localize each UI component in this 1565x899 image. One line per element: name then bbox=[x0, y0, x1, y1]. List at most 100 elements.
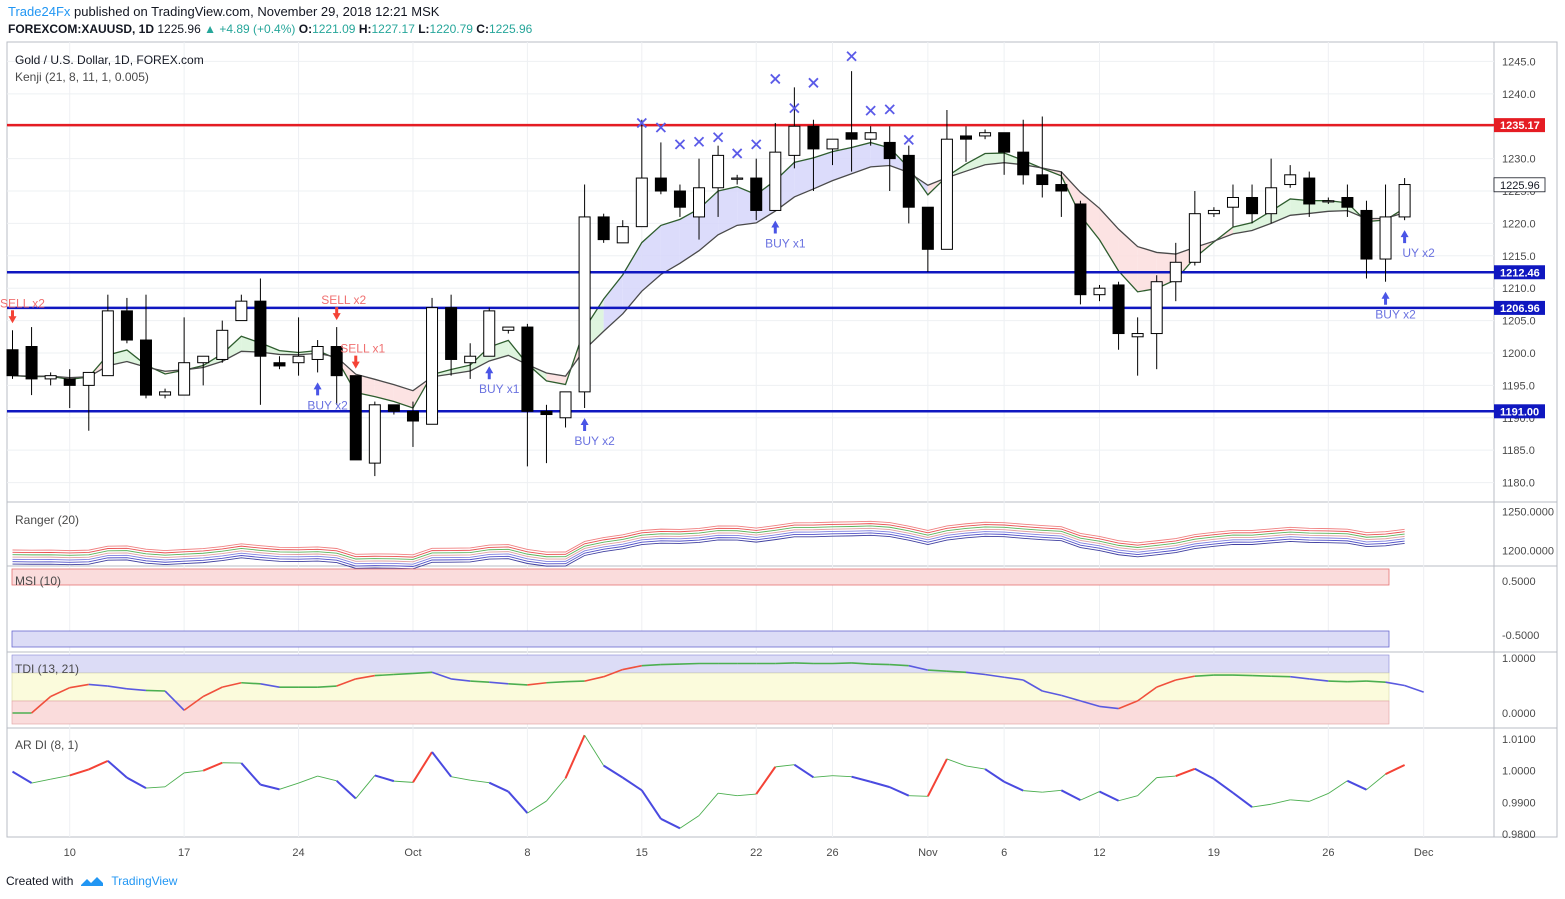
publisher-name[interactable]: Trade24Fx bbox=[8, 4, 71, 19]
chart-title: Gold / U.S. Dollar, 1D, FOREX.com bbox=[15, 53, 204, 67]
x-tick-label: 8 bbox=[524, 847, 530, 859]
ardi-segment bbox=[851, 775, 871, 783]
x-tick-label: 19 bbox=[1208, 847, 1220, 859]
ardi-segment bbox=[1271, 799, 1291, 805]
kenji-cloud-segment bbox=[813, 151, 833, 189]
msi-upper-zone bbox=[11, 568, 1390, 586]
ardi-segment bbox=[488, 781, 509, 793]
symbol-label: FOREXCOM:XAUUSD, 1D bbox=[8, 22, 155, 36]
tdi-segment bbox=[1290, 675, 1310, 680]
tdi-segment bbox=[1061, 694, 1081, 702]
y-tick-label: 1180.0 bbox=[1502, 478, 1535, 490]
y-tick-label: 1230.0 bbox=[1502, 154, 1536, 166]
kenji-cloud-segment bbox=[718, 186, 738, 235]
tdi-segment bbox=[202, 686, 223, 698]
tdi-tick: 1.0000 bbox=[1502, 653, 1536, 665]
tdi-segment bbox=[527, 681, 547, 686]
candle-up bbox=[1188, 213, 1201, 263]
tdi-segment bbox=[984, 673, 1005, 679]
candle-down bbox=[120, 310, 133, 341]
last-price-tag-bg bbox=[1493, 177, 1546, 193]
tdi-segment bbox=[889, 663, 909, 667]
candle-up bbox=[1093, 287, 1106, 296]
kenji-cloud-segment bbox=[603, 274, 623, 332]
ardi-segment bbox=[926, 758, 948, 797]
candle-down bbox=[1036, 174, 1049, 186]
tdi-segment bbox=[1156, 679, 1177, 688]
ardi-segment bbox=[1346, 779, 1367, 791]
tdi-segment bbox=[489, 681, 509, 685]
kenji-cloud-segment bbox=[679, 208, 700, 264]
x-mark bbox=[846, 51, 857, 62]
ardi-tick: 0.9900 bbox=[1502, 797, 1536, 809]
candle-down bbox=[6, 349, 19, 377]
ranger-band-6 bbox=[12, 534, 1405, 570]
tdi-segment bbox=[832, 662, 852, 665]
tradingview-link[interactable]: TradingView bbox=[81, 874, 177, 888]
y-tick-label: 1220.0 bbox=[1502, 218, 1536, 230]
candle-down bbox=[349, 375, 362, 461]
candle-down bbox=[673, 190, 686, 208]
msi-tick: -0.5000 bbox=[1502, 630, 1539, 642]
candle-up bbox=[1379, 216, 1392, 260]
candle-down bbox=[387, 404, 400, 412]
ardi-segment bbox=[564, 734, 586, 779]
candle-up bbox=[235, 300, 248, 322]
kenji-cloud-segment bbox=[851, 142, 871, 174]
tdi-segment bbox=[69, 683, 89, 689]
x-mark bbox=[808, 77, 819, 88]
candle-down bbox=[406, 410, 419, 422]
x-tick-label: 15 bbox=[636, 847, 648, 859]
created-with-text: Created with bbox=[6, 874, 74, 888]
ardi-segment bbox=[1023, 790, 1043, 793]
candle-up bbox=[1398, 184, 1411, 218]
candle-up bbox=[616, 226, 629, 244]
candle-up bbox=[578, 216, 591, 393]
level-tag-bg bbox=[1494, 118, 1545, 133]
kenji-cloud-segment bbox=[641, 225, 661, 292]
candle-down bbox=[1246, 196, 1259, 215]
tdi-segment bbox=[317, 685, 337, 688]
buy-signal-label: BUY x1 bbox=[479, 382, 520, 396]
ardi-segment bbox=[1366, 773, 1386, 791]
level-tag-label: 1235.17 bbox=[1500, 120, 1540, 132]
high-value: 1227.17 bbox=[371, 22, 415, 36]
x-mark bbox=[655, 122, 667, 133]
candle-up bbox=[483, 310, 496, 357]
price-chart[interactable]: SELL x2 BUY x2 SELL x2 SELL x1 BUY x1 BUY x2 B… bbox=[0, 0, 1565, 870]
open-value: 1221.09 bbox=[312, 22, 356, 36]
tdi-lower-zone bbox=[11, 700, 1390, 725]
candle-down bbox=[1112, 284, 1125, 335]
tdi-segment bbox=[1252, 674, 1272, 677]
ardi-segment bbox=[355, 775, 376, 799]
tdi-segment bbox=[183, 695, 204, 711]
buy-arrow-icon bbox=[771, 220, 780, 234]
candle-down bbox=[807, 125, 820, 150]
ardi-segment bbox=[640, 789, 662, 820]
tdi-segment bbox=[908, 664, 929, 671]
candle-up bbox=[159, 391, 172, 396]
candle-down bbox=[1074, 203, 1087, 296]
candle-up bbox=[979, 132, 992, 137]
ardi-segment bbox=[1309, 793, 1329, 802]
tdi-segment bbox=[470, 680, 490, 683]
y-tick-label: 1215.0 bbox=[1502, 251, 1536, 263]
tdi-segment bbox=[1328, 680, 1348, 683]
x-tick-label: 17 bbox=[178, 847, 190, 859]
x-mark bbox=[674, 139, 686, 150]
ardi-segment bbox=[584, 734, 605, 766]
ranger-band-1 bbox=[12, 523, 1405, 558]
x-tick-label: Oct bbox=[404, 847, 421, 859]
ardi-segment bbox=[260, 783, 280, 791]
tdi-segment bbox=[222, 681, 242, 688]
ardi-segment bbox=[965, 765, 986, 770]
x-tick-label: 12 bbox=[1093, 847, 1105, 859]
candles[interactable] bbox=[6, 71, 1411, 477]
tdi-segment bbox=[1175, 675, 1195, 681]
x-mark bbox=[770, 73, 781, 85]
tdi-segment bbox=[1404, 684, 1424, 693]
ardi-segment bbox=[1060, 789, 1081, 802]
ardi-segment bbox=[718, 792, 738, 797]
ardi-segment bbox=[11, 770, 33, 784]
ardi-segment bbox=[336, 780, 357, 800]
